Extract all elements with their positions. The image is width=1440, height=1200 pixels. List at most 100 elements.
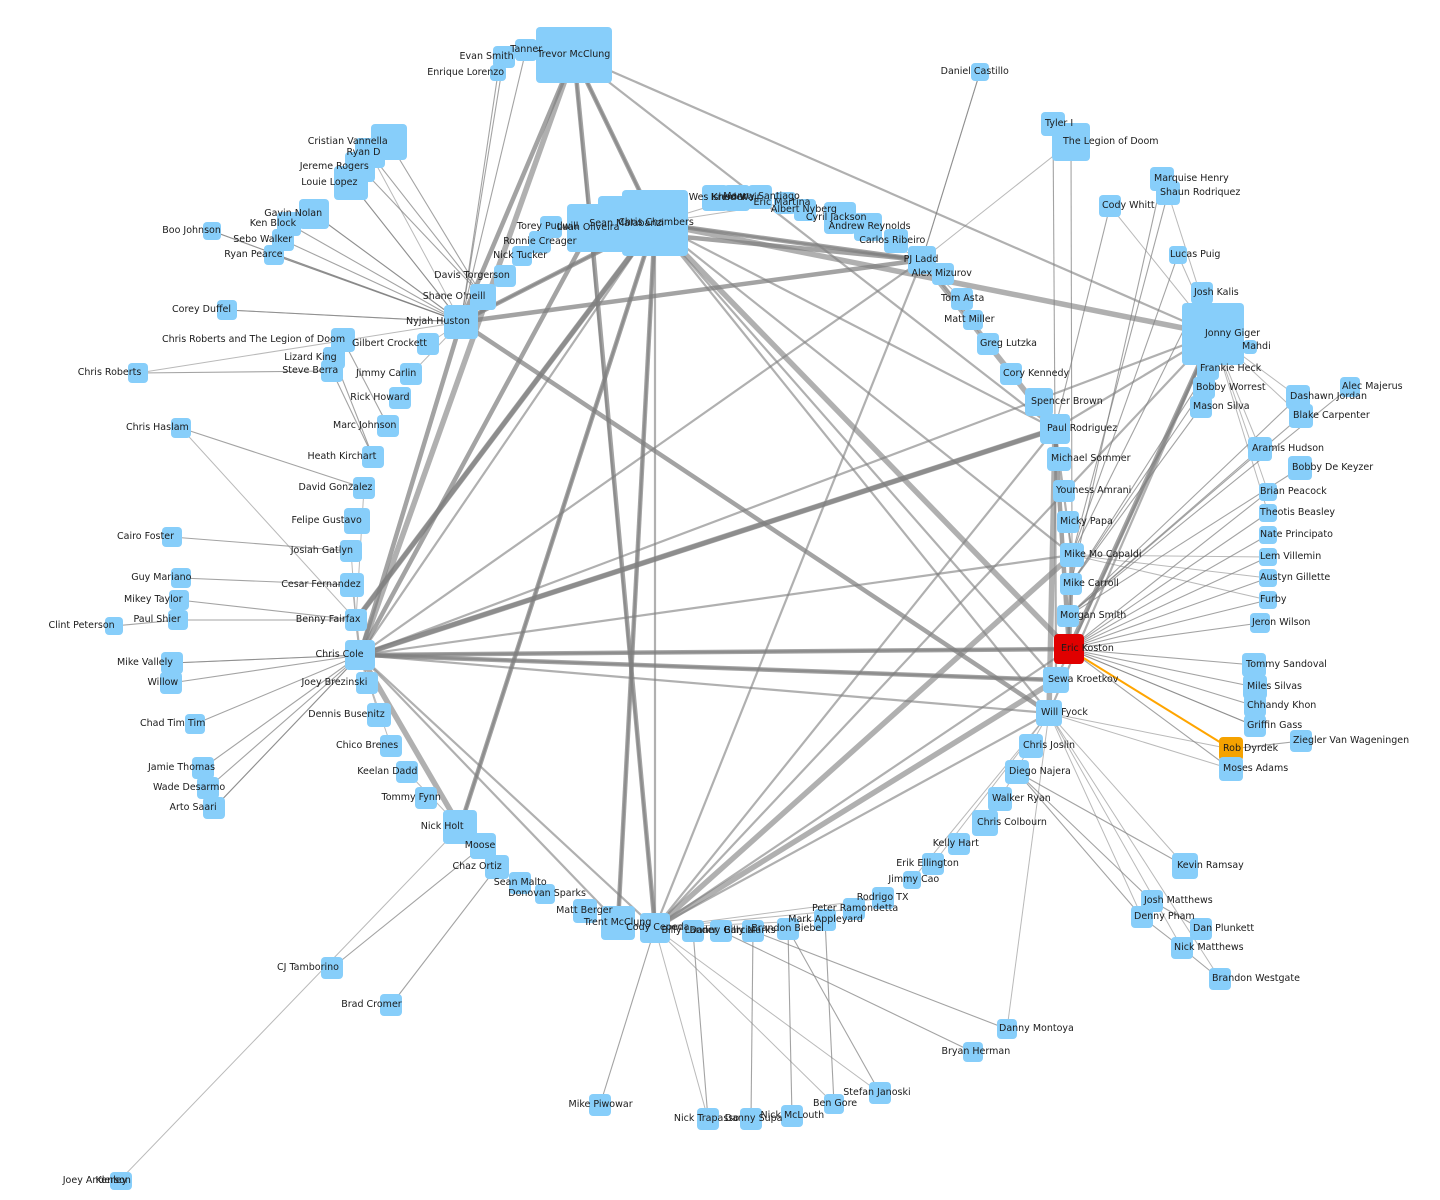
graph-node[interactable] <box>321 957 343 979</box>
graph-node[interactable] <box>185 714 205 734</box>
graph-node[interactable] <box>529 231 551 253</box>
graph-node[interactable] <box>971 63 989 81</box>
graph-node[interactable] <box>105 617 123 635</box>
graph-node[interactable] <box>1289 404 1313 428</box>
graph-node[interactable] <box>161 652 183 674</box>
graph-node[interactable] <box>344 508 370 534</box>
graph-node[interactable] <box>1193 377 1215 399</box>
graph-node[interactable] <box>1060 573 1082 595</box>
graph-node[interactable] <box>1099 195 1121 217</box>
graph-node[interactable] <box>353 477 375 499</box>
graph-node[interactable] <box>1131 906 1153 928</box>
graph-node[interactable] <box>1244 695 1266 717</box>
graph-node[interactable] <box>535 884 555 904</box>
graph-node[interactable] <box>1005 760 1029 784</box>
graph-node[interactable] <box>485 855 509 879</box>
graph-node[interactable] <box>1047 447 1071 471</box>
graph-node[interactable] <box>494 265 516 287</box>
graph-node[interactable] <box>972 810 998 836</box>
graph-node[interactable] <box>1259 483 1277 501</box>
graph-node[interactable] <box>702 185 728 211</box>
graph-node[interactable] <box>777 918 799 940</box>
graph-node[interactable] <box>1209 968 1231 990</box>
graph-node[interactable] <box>334 166 368 200</box>
graph-node[interactable] <box>1259 526 1277 544</box>
graph-node[interactable] <box>872 887 894 909</box>
graph-node[interactable] <box>1190 396 1212 418</box>
graph-node[interactable] <box>742 920 764 942</box>
graph-node[interactable] <box>380 994 402 1016</box>
graph-node[interactable] <box>710 920 732 942</box>
graph-node[interactable] <box>1172 853 1198 879</box>
graph-node[interactable] <box>589 1094 611 1116</box>
graph-node[interactable] <box>724 185 750 211</box>
graph-node[interactable] <box>1259 548 1277 566</box>
graph-node[interactable] <box>1171 937 1193 959</box>
graph-node[interactable] <box>470 833 496 859</box>
graph-node[interactable] <box>444 305 478 339</box>
graph-node[interactable] <box>128 363 148 383</box>
graph-node[interactable] <box>1259 591 1277 609</box>
graph-node[interactable] <box>601 906 635 940</box>
graph-node[interactable] <box>169 590 189 610</box>
graph-node[interactable] <box>192 757 214 779</box>
graph-node[interactable] <box>963 1042 983 1062</box>
graph-node[interactable] <box>1053 480 1075 502</box>
graph-node[interactable] <box>824 202 856 234</box>
graph-node[interactable] <box>377 415 399 437</box>
graph-node[interactable] <box>509 872 531 894</box>
graph-node[interactable] <box>417 333 439 355</box>
graph-node[interactable] <box>536 27 612 83</box>
graph-node[interactable] <box>367 703 391 727</box>
graph-node[interactable] <box>573 899 597 923</box>
graph-node[interactable] <box>1025 388 1053 416</box>
graph-node[interactable] <box>1190 918 1212 940</box>
graph-node[interactable] <box>963 310 983 330</box>
graph-node[interactable] <box>1036 700 1062 726</box>
graph-node[interactable] <box>217 300 237 320</box>
graph-node[interactable] <box>1290 730 1312 752</box>
graph-node[interactable] <box>321 360 343 382</box>
graph-node[interactable] <box>396 761 418 783</box>
graph-node[interactable] <box>356 672 378 694</box>
graph-node[interactable] <box>299 199 329 229</box>
graph-node[interactable] <box>1250 613 1270 633</box>
graph-node[interactable] <box>1040 414 1070 444</box>
graph-node[interactable] <box>389 387 411 409</box>
graph-node[interactable] <box>1259 504 1277 522</box>
graph-node[interactable] <box>203 797 225 819</box>
graph-node[interactable] <box>640 913 670 943</box>
graph-node[interactable] <box>512 246 532 266</box>
graph-node[interactable] <box>171 418 191 438</box>
graph-node[interactable] <box>1191 282 1213 304</box>
graph-node[interactable] <box>932 263 954 285</box>
graph-node[interactable] <box>814 909 836 931</box>
graph-node[interactable] <box>794 199 816 221</box>
graph-node[interactable] <box>781 1105 803 1127</box>
graph-node[interactable] <box>908 246 936 274</box>
graph-node[interactable] <box>490 65 506 81</box>
graph-node[interactable] <box>415 787 437 809</box>
graph-node[interactable] <box>493 46 515 68</box>
graph-node[interactable] <box>948 833 970 855</box>
graph-node[interactable] <box>1288 456 1312 480</box>
graph-node[interactable] <box>903 871 921 889</box>
graph-node[interactable] <box>843 898 865 920</box>
graph-node[interactable] <box>1054 634 1084 664</box>
graph-node[interactable] <box>869 1082 891 1104</box>
graph-node[interactable] <box>1169 246 1187 264</box>
graph-node[interactable] <box>345 640 375 670</box>
graph-node[interactable] <box>1057 511 1079 533</box>
graph-node[interactable] <box>1244 715 1266 737</box>
graph-node[interactable] <box>1340 377 1360 397</box>
graph-node[interactable] <box>1057 605 1079 627</box>
graph-node[interactable] <box>515 39 537 61</box>
graph-node[interactable] <box>264 245 284 265</box>
graph-node[interactable] <box>740 1108 762 1130</box>
graph-node[interactable] <box>340 573 364 597</box>
graph-node[interactable] <box>682 920 704 942</box>
graph-node[interactable] <box>400 363 422 385</box>
graph-node[interactable] <box>988 787 1012 811</box>
graph-node[interactable] <box>203 222 221 240</box>
graph-node[interactable] <box>1156 181 1180 205</box>
